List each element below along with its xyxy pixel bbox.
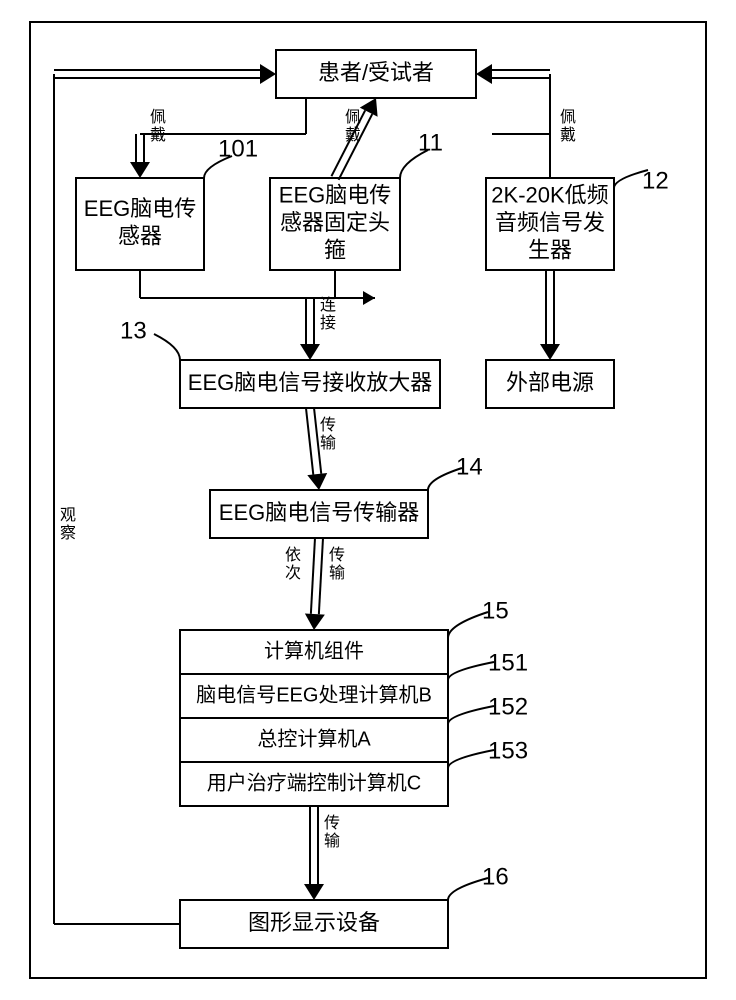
sensor-box-label: 感器: [118, 224, 162, 249]
transmitter-box-label: EEG脑电信号传输器: [219, 500, 419, 525]
leader-13: [154, 334, 180, 360]
arrow-observe-h-head: [260, 64, 276, 84]
computer-row-label: 用户治疗端控制计算机C: [207, 771, 421, 794]
arrow-trans-comp-head: [305, 613, 325, 630]
label-transmit-2: 传: [329, 546, 345, 564]
label-wear-2: 佩: [345, 108, 361, 126]
label-transmit-3: 传: [324, 814, 340, 832]
headband-box-label: EEG脑电传: [279, 182, 391, 207]
ref-151: 151: [488, 649, 528, 676]
patient-box-label: 患者/受试者: [318, 60, 434, 85]
label-transmit-3: 输: [324, 832, 340, 850]
label-observe: 察: [60, 524, 76, 542]
arrow-trans-comp: [319, 538, 323, 614]
audio-gen-box-label: 生器: [528, 237, 572, 262]
ref-153: 153: [488, 737, 528, 764]
computer-row-label: 总控计算机A: [257, 727, 371, 750]
computer-row-label: 脑电信号EEG处理计算机B: [196, 683, 432, 706]
headband-box-label: 感器固定头: [280, 210, 390, 235]
ref-12: 12: [642, 167, 669, 194]
ref-16: 16: [482, 863, 509, 890]
label-wear-2: 戴: [345, 126, 361, 144]
ref-101: 101: [218, 135, 258, 162]
arrow-audio-patient-h-head: [476, 64, 492, 84]
arrow-amp-trans: [306, 408, 313, 474]
sensor-box-label: EEG脑电传: [84, 196, 196, 221]
audio-gen-box-label: 2K-20K低频: [491, 182, 608, 207]
label-wear-1: 佩: [150, 108, 166, 126]
computer-row-label: 计算机组件: [264, 639, 364, 662]
arrow-to-amp-tip: [363, 291, 375, 305]
ref-15: 15: [482, 597, 509, 624]
ref-152: 152: [488, 693, 528, 720]
label-wear-1: 戴: [150, 126, 166, 144]
label-connect: 接: [320, 314, 336, 332]
label-observe: 观: [60, 507, 76, 524]
ref-14: 14: [456, 453, 483, 480]
display-box-label: 图形显示设备: [248, 910, 380, 935]
arrow-patient-sensor-v-head: [130, 162, 150, 178]
label-transmit-1: 传: [320, 416, 336, 434]
arrow-to-amp-v-head: [300, 344, 320, 360]
amplifier-box-label: EEG脑电信号接收放大器: [188, 370, 432, 395]
arrow-audio-power-head: [540, 344, 560, 360]
label-wear-3: 佩: [560, 108, 576, 126]
label-transmit-1: 输: [320, 434, 336, 452]
ref-11: 11: [418, 129, 443, 156]
label-wear-3: 戴: [560, 126, 576, 144]
label-transmit-2: 输: [329, 564, 345, 582]
headband-box-label: 箍: [324, 237, 346, 262]
arrow-amp-trans-head: [307, 473, 327, 490]
arrow-trans-comp: [311, 538, 315, 614]
label-connect: 连: [320, 296, 336, 314]
ext-power-box-label: 外部电源: [506, 370, 594, 395]
label-sequence: 次: [285, 564, 301, 582]
ref-13: 13: [120, 317, 147, 344]
audio-gen-box-label: 音频信号发: [495, 210, 605, 235]
label-sequence: 依: [285, 546, 301, 564]
flow-diagram: 患者/受试者EEG脑电传感器EEG脑电传感器固定头箍2K-20K低频音频信号发生…: [0, 0, 736, 1000]
arrow-comp-display-head: [304, 884, 324, 900]
